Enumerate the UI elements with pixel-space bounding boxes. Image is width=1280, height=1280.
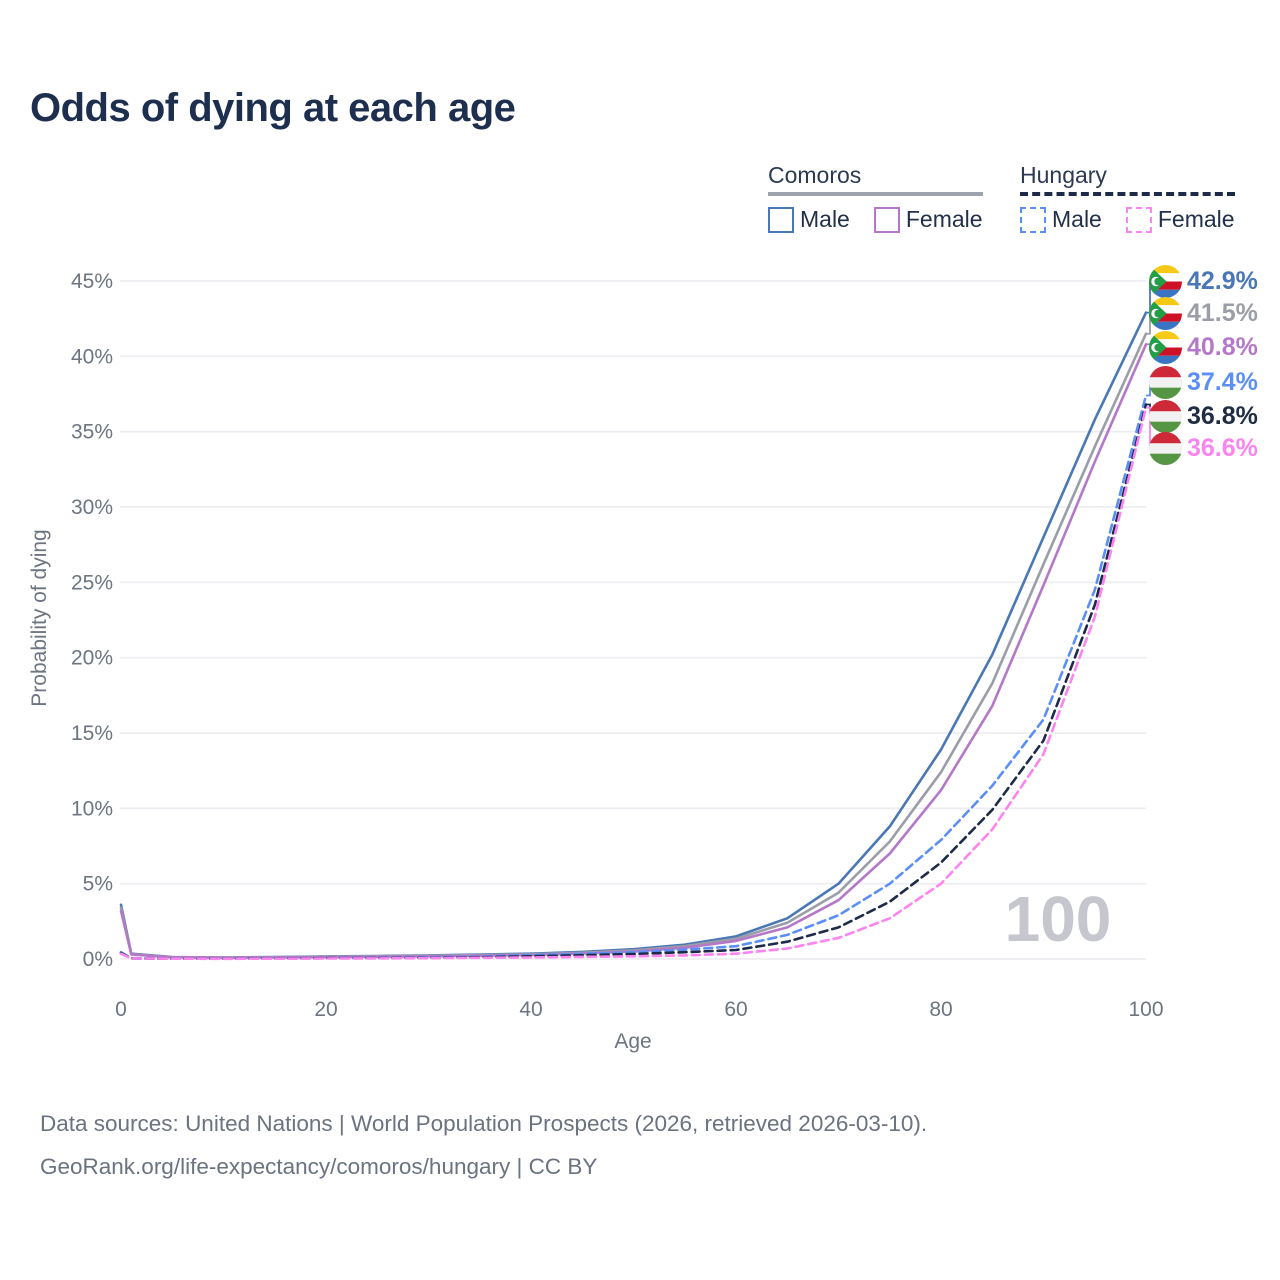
hungary-female-swatch-icon — [1125, 206, 1152, 233]
comoros-flag-icon — [1149, 265, 1182, 298]
legend-label: Male — [800, 206, 850, 232]
x-tick-label: 20 — [314, 998, 337, 1021]
end-label-value: 37.4% — [1187, 368, 1258, 396]
end-label-hungary-female: 36.6% — [1149, 432, 1258, 465]
end-label-hungary-total: 36.8% — [1149, 400, 1258, 433]
x-tick-label: 100 — [1128, 998, 1163, 1021]
y-tick-label: 40% — [71, 345, 113, 368]
y-tick-label: 45% — [71, 270, 113, 293]
legend-group-comoros: Comoros Male Female — [768, 162, 983, 233]
end-label-value: 36.8% — [1187, 402, 1258, 430]
legend-country-hungary[interactable]: Hungary — [1020, 162, 1107, 188]
end-label-comoros-total: 41.5% — [1149, 297, 1258, 330]
y-tick-label: 5% — [83, 873, 113, 896]
y-axis-title: Probability of dying — [28, 529, 51, 706]
series-line-comoros-female[interactable] — [119, 342, 1148, 960]
end-label-value: 40.8% — [1187, 333, 1258, 361]
end-label-comoros-female: 40.8% — [1149, 331, 1258, 364]
comoros-male-swatch-icon — [768, 206, 794, 233]
series-line-hungary-male[interactable] — [119, 394, 1148, 961]
footer: Data sources: United Nations | World Pop… — [40, 1102, 927, 1188]
source-url-text: GeoRank.org/life-expectancy/comoros/hung… — [40, 1154, 598, 1179]
y-tick-label: 30% — [71, 496, 113, 519]
legend-country-comoros[interactable]: Comoros — [768, 162, 862, 188]
comoros-female-swatch-icon — [873, 206, 900, 233]
y-tick-label: 25% — [71, 571, 113, 594]
end-label-hungary-male: 37.4% — [1149, 366, 1258, 399]
hungary-flag-icon — [1149, 400, 1182, 433]
data-sources-text: Data sources: United Nations | World Pop… — [40, 1111, 928, 1136]
hungary-male-swatch-icon — [1020, 206, 1046, 233]
end-label-value: 41.5% — [1187, 299, 1258, 327]
hungary-flag-icon — [1149, 366, 1182, 399]
legend-group-hungary: Hungary Male Female — [1020, 162, 1235, 233]
series-line-comoros-male[interactable] — [119, 311, 1148, 959]
hungary-flag-icon — [1149, 432, 1182, 465]
end-label-value: 36.6% — [1187, 434, 1258, 462]
y-tick-label: 15% — [71, 722, 113, 745]
legend-label: Female — [1157, 206, 1235, 232]
legend-label: Male — [1052, 206, 1102, 232]
x-tick-label: 0 — [115, 998, 127, 1021]
series-line-hungary-female[interactable] — [119, 406, 1148, 961]
legend-label: Female — [905, 206, 983, 232]
legend-item-hungary-male[interactable]: Male — [1020, 206, 1102, 233]
end-label-comoros-male: 42.9% — [1149, 265, 1258, 298]
legend-underline-hungary — [1020, 192, 1235, 196]
y-tick-label: 10% — [71, 797, 113, 820]
x-tick-label: 60 — [724, 998, 747, 1021]
x-tick-label: 80 — [929, 998, 952, 1021]
page-title: Odds of dying at each age — [30, 86, 516, 130]
comoros-flag-icon — [1149, 331, 1182, 364]
comoros-flag-icon — [1149, 297, 1182, 330]
legend-item-hungary-female[interactable]: Female — [1125, 206, 1235, 233]
x-axis-title: Age — [614, 1030, 651, 1053]
legend-item-comoros-male[interactable]: Male — [768, 206, 850, 233]
end-label-value: 42.9% — [1187, 267, 1258, 295]
legend-item-comoros-female[interactable]: Female — [873, 206, 983, 233]
age-hover-watermark: 100 — [1005, 883, 1112, 955]
y-tick-label: 35% — [71, 421, 113, 444]
x-tick-label: 40 — [519, 998, 542, 1021]
y-tick-label: 20% — [71, 647, 113, 670]
y-tick-label: 0% — [83, 948, 113, 971]
legend-underline-comoros — [768, 192, 983, 196]
series-line-comoros-total[interactable] — [119, 332, 1148, 959]
